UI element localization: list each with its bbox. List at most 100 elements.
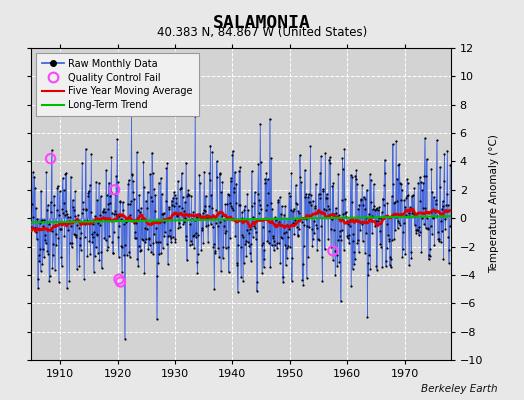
Point <box>148 170 157 176</box>
Point <box>175 220 183 226</box>
Point <box>53 183 62 189</box>
Point <box>372 206 380 212</box>
Point <box>120 221 128 228</box>
Point <box>354 205 363 212</box>
Point <box>425 252 433 258</box>
Point <box>239 234 248 240</box>
Point <box>366 171 374 178</box>
Point <box>112 211 120 217</box>
Point <box>224 269 233 275</box>
Point <box>40 254 48 260</box>
Point <box>368 206 377 213</box>
Point <box>316 170 324 176</box>
Point <box>385 238 394 244</box>
Point <box>167 239 176 246</box>
Point <box>403 180 412 186</box>
Point <box>290 217 299 223</box>
Point <box>390 236 398 242</box>
Point <box>178 170 186 176</box>
Point <box>135 192 143 198</box>
Point <box>311 181 320 187</box>
Point <box>300 167 309 173</box>
Point <box>197 246 205 253</box>
Point <box>30 225 38 231</box>
Point <box>367 198 375 205</box>
Point <box>199 240 208 246</box>
Point <box>206 176 214 183</box>
Point <box>242 238 250 244</box>
Point <box>171 238 180 245</box>
Point <box>374 207 382 213</box>
Point <box>77 230 85 237</box>
Point <box>172 195 181 201</box>
Point <box>115 276 123 282</box>
Point <box>134 207 142 213</box>
Point <box>97 249 105 255</box>
Point <box>84 193 92 199</box>
Point <box>383 200 391 207</box>
Point <box>222 228 231 234</box>
Point <box>249 214 257 220</box>
Point <box>322 191 331 198</box>
Point <box>406 204 414 210</box>
Point <box>341 196 349 202</box>
Point <box>363 314 372 321</box>
Point <box>147 249 155 256</box>
Point <box>224 244 232 250</box>
Point <box>176 224 184 230</box>
Point <box>373 266 381 273</box>
Point <box>298 218 306 225</box>
Point <box>119 207 127 213</box>
Point <box>138 216 147 222</box>
Point <box>118 269 126 276</box>
Point <box>247 168 256 174</box>
Point <box>241 241 249 247</box>
Point <box>230 189 238 196</box>
Point <box>75 242 84 248</box>
Point <box>435 238 443 244</box>
Point <box>391 227 399 234</box>
Point <box>144 188 152 195</box>
Point <box>354 236 362 243</box>
Point <box>57 226 65 232</box>
Point <box>206 221 215 227</box>
Point <box>202 222 210 229</box>
Point <box>267 155 276 161</box>
Point <box>341 210 350 216</box>
Point <box>410 211 418 218</box>
Point <box>36 246 44 253</box>
Point <box>364 272 373 278</box>
Point <box>270 247 278 253</box>
Point <box>166 227 174 234</box>
Point <box>71 232 80 238</box>
Point <box>327 244 335 251</box>
Point <box>444 202 452 208</box>
Point <box>330 226 339 233</box>
Point <box>157 175 165 181</box>
Point <box>405 210 413 216</box>
Point <box>258 270 266 276</box>
Point <box>342 208 351 215</box>
Point <box>236 164 244 170</box>
Point <box>256 121 265 127</box>
Point <box>80 275 88 282</box>
Point <box>102 167 110 174</box>
Point <box>406 207 414 214</box>
Point <box>195 211 203 218</box>
Point <box>429 215 438 221</box>
Point <box>63 211 71 217</box>
Point <box>286 193 294 200</box>
Point <box>35 258 43 264</box>
Point <box>113 214 121 221</box>
Point <box>439 203 447 210</box>
Point <box>397 197 405 203</box>
Point <box>213 174 221 180</box>
Point <box>167 234 175 241</box>
Point <box>156 239 164 245</box>
Point <box>151 208 159 214</box>
Point <box>245 226 254 232</box>
Point <box>264 190 272 196</box>
Point <box>398 254 407 260</box>
Point <box>151 239 160 245</box>
Point <box>425 253 434 259</box>
